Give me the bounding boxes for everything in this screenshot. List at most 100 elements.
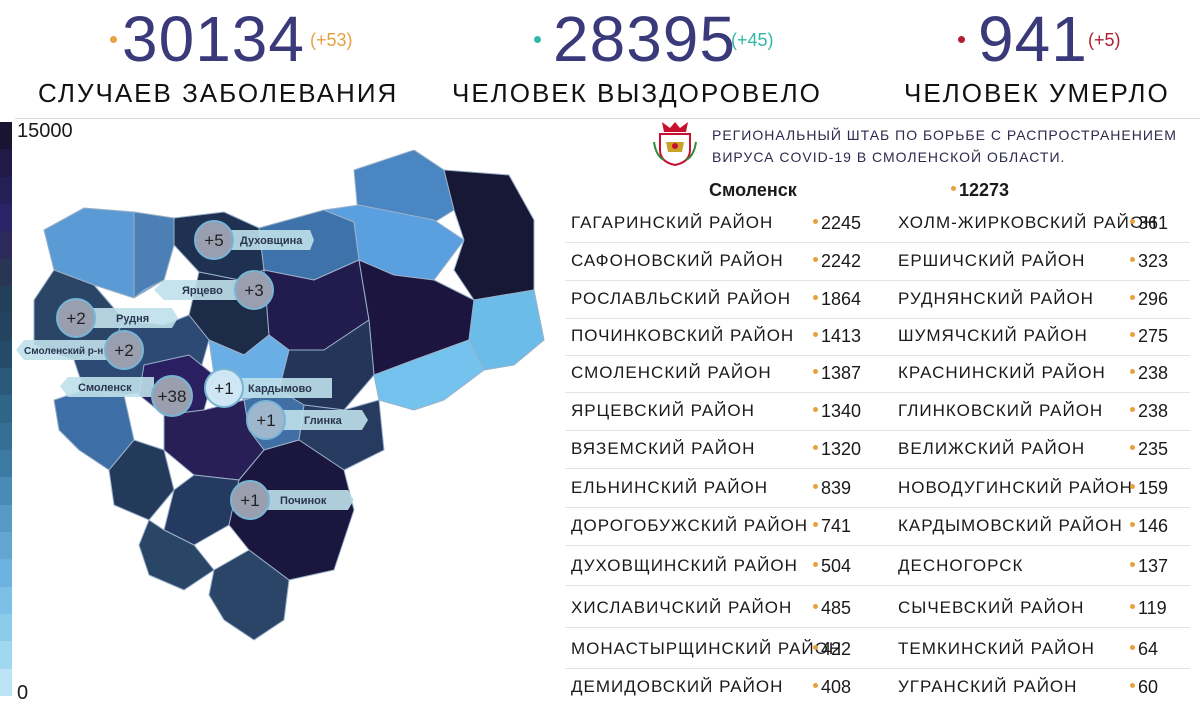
map-name-smolensk-district: Смоленский р-н xyxy=(24,346,103,357)
bullet-icon xyxy=(1130,644,1135,650)
bullet-icon xyxy=(1130,603,1135,609)
scale-max-label: 15000 xyxy=(17,120,73,142)
district-name: Десногорск xyxy=(898,556,1024,575)
district-name: Духовщинский район xyxy=(571,556,798,575)
recovered-label: Человек выздоровело xyxy=(452,78,822,108)
map-name-kardymovo: Кардымово xyxy=(248,383,312,395)
bullet-icon xyxy=(813,603,818,609)
scale-segment xyxy=(0,559,12,587)
district-value: 119 xyxy=(1130,598,1167,619)
died-dot-icon xyxy=(958,36,965,43)
district-value: 1387 xyxy=(813,363,861,384)
district-value: 1413 xyxy=(813,326,861,347)
district-name: Краснинский район xyxy=(898,363,1106,382)
died-stat: 941 (+5) Человек умерло xyxy=(820,0,1200,118)
bullet-icon xyxy=(813,682,818,688)
district-name: Новодугинский район xyxy=(898,478,1133,497)
district-name: Ярцевский район xyxy=(571,401,755,420)
district-value: 2242 xyxy=(813,251,861,272)
city-value-text: 12273 xyxy=(959,180,1010,200)
district-name: Угранский район xyxy=(898,677,1078,696)
district-value: 60 xyxy=(1130,677,1158,698)
district-value: 361 xyxy=(1130,213,1168,234)
district-value: 146 xyxy=(1130,516,1168,537)
header-title: Региональный штаб по борьбе с распростра… xyxy=(712,124,1177,168)
map-label-dukhovshchina: +5 Духовщина xyxy=(194,220,314,260)
scale-segment xyxy=(0,122,12,150)
district-value: 323 xyxy=(1130,251,1168,272)
district-name: Шумячский район xyxy=(898,326,1088,345)
cases-value: 30134 xyxy=(122,3,305,75)
district-value: 2245 xyxy=(813,213,861,234)
scale-min-label: 0 xyxy=(17,682,29,704)
district-shumyachi xyxy=(138,519,215,591)
district-value-text: 238 xyxy=(1138,363,1169,383)
map-badge-glinka: +1 xyxy=(256,411,275,430)
bullet-icon xyxy=(951,185,956,191)
bullet-icon xyxy=(1130,218,1135,224)
district-value: 741 xyxy=(813,516,851,537)
cases-delta: (+53) xyxy=(310,30,353,50)
district-value-text: 119 xyxy=(1138,598,1167,618)
district-value-text: 1340 xyxy=(821,401,862,421)
district-value: 408 xyxy=(813,677,851,698)
scale-segment xyxy=(0,395,12,423)
district-value-text: 146 xyxy=(1138,516,1169,536)
region-map: +5 Духовщина +3 Ярцево +2 Рудня +2 Смоле… xyxy=(16,150,545,641)
district-value-text: 159 xyxy=(1138,478,1169,498)
district-name: Хиславичский район xyxy=(571,598,793,617)
district-value-text: 361 xyxy=(1138,213,1169,233)
cases-stat: 30134 (+53) Случаев заболевания xyxy=(0,0,400,118)
district-name: Вяземский район xyxy=(571,439,756,458)
district-name: Глинковский район xyxy=(898,401,1104,420)
map-badge-yartsevo: +3 xyxy=(244,281,263,300)
scale-segment xyxy=(0,531,12,560)
bullet-icon xyxy=(1130,406,1135,412)
district-name: Сычевский район xyxy=(898,598,1085,617)
scale-segment xyxy=(0,422,12,450)
district-name: Починковский район xyxy=(571,326,795,345)
scale-segment xyxy=(0,613,12,642)
table-row: Дорогобужский район 741 Кардымовский район… xyxy=(565,508,1190,546)
scale-segment xyxy=(0,586,12,614)
district-name: Гагаринский район xyxy=(571,213,774,232)
district-value-text: 485 xyxy=(821,598,852,618)
district-ugra xyxy=(468,289,545,371)
header-line1: Региональный штаб по борьбе с распростра… xyxy=(712,127,1177,143)
district-khislavichi xyxy=(163,474,240,546)
bullet-icon xyxy=(1130,331,1135,337)
scale-segment xyxy=(0,641,12,669)
district-name: Смоленский район xyxy=(571,363,772,382)
bullet-icon xyxy=(813,294,818,300)
map-name-glinka: Глинка xyxy=(304,415,343,427)
district-value: 235 xyxy=(1130,439,1168,460)
recovered-dot-icon xyxy=(534,36,541,43)
scale-segment xyxy=(0,203,12,232)
map-label-rudnya: +2 Рудня xyxy=(56,298,178,338)
district-value-text: 60 xyxy=(1138,677,1159,697)
table-row: Смоленский район 1387 Краснинский район 238 xyxy=(565,355,1190,393)
district-value-text: 2242 xyxy=(821,251,862,271)
district-value-text: 1413 xyxy=(821,326,862,346)
bullet-icon xyxy=(813,561,818,567)
map-name-smolensk: Смоленск xyxy=(78,382,132,394)
map-badge-kardymovo: +1 xyxy=(214,379,233,398)
bullet-icon xyxy=(813,218,818,224)
district-value: 137 xyxy=(1130,556,1168,577)
district-value: 275 xyxy=(1130,326,1168,347)
district-name: Сафоновский район xyxy=(571,251,784,270)
bullet-icon xyxy=(813,483,818,489)
map-label-smolensk: +38 Смоленск xyxy=(60,375,193,417)
district-value: 296 xyxy=(1130,289,1168,310)
district-name: Ершичский район xyxy=(898,251,1086,270)
city-value: 12273 xyxy=(951,180,1009,201)
bullet-icon xyxy=(1130,682,1135,688)
district-value-text: 64 xyxy=(1138,639,1159,659)
recovered-delta: (+45) xyxy=(731,30,774,50)
map-label-glinka: +1 Глинка xyxy=(246,400,368,440)
coat-of-arms-icon xyxy=(653,122,697,166)
scale-segment xyxy=(0,258,12,286)
city-name: Смоленск xyxy=(709,180,797,200)
table-row: Ельнинский район 839 Новодугинский район 15… xyxy=(565,470,1190,508)
bullet-icon xyxy=(1130,256,1135,262)
